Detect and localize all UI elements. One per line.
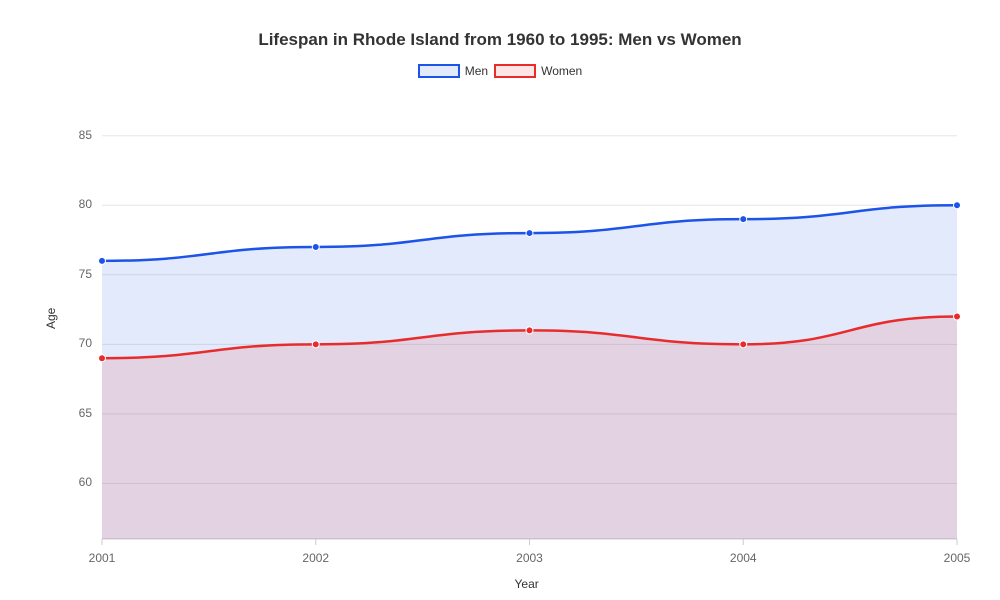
x-tick-label: 2002 — [296, 551, 336, 565]
x-tick-label: 2001 — [82, 551, 122, 565]
x-tick-label: 2005 — [937, 551, 977, 565]
y-tick-label: 65 — [79, 406, 92, 420]
chart-svg — [0, 0, 1000, 600]
y-tick-label: 85 — [79, 128, 92, 142]
y-tick-label: 80 — [79, 197, 92, 211]
y-tick-label: 75 — [79, 267, 92, 281]
x-tick-label: 2004 — [723, 551, 763, 565]
y-axis-label: Age — [44, 307, 58, 328]
x-axis-label: Year — [515, 577, 539, 591]
y-tick-label: 60 — [79, 475, 92, 489]
y-tick-label: 70 — [79, 336, 92, 350]
x-tick-label: 2003 — [510, 551, 550, 565]
chart-container: Lifespan in Rhode Island from 1960 to 19… — [0, 0, 1000, 600]
